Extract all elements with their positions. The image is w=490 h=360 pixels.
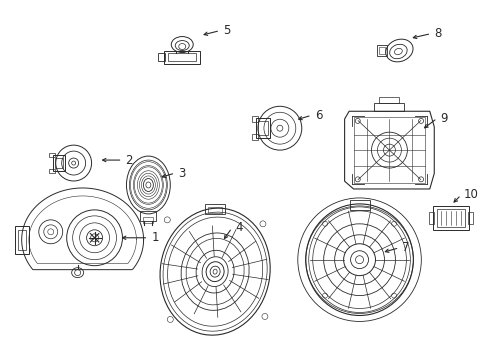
Bar [208, 207, 222, 213]
Bar [49, 169, 55, 173]
Text: 4: 4 [235, 221, 243, 234]
Text: 5: 5 [223, 24, 230, 37]
Bar [429, 212, 434, 224]
Bar [354, 117, 425, 183]
Bar [258, 121, 268, 135]
Bar [53, 155, 65, 171]
Text: 8: 8 [434, 27, 441, 40]
Bar [18, 230, 26, 250]
Bar [377, 45, 388, 57]
Bar [144, 217, 153, 223]
Bar [252, 116, 258, 122]
Bar [55, 158, 63, 168]
Text: 6: 6 [315, 109, 322, 122]
Bar [205, 204, 225, 214]
Text: 9: 9 [440, 112, 448, 125]
Text: 3: 3 [178, 167, 186, 180]
Bar [349, 200, 369, 210]
Text: 1: 1 [151, 231, 159, 244]
Bar [141, 211, 156, 221]
Bar [379, 97, 399, 103]
Bar [256, 118, 270, 138]
Bar [158, 54, 165, 62]
Text: 7: 7 [402, 241, 410, 254]
Bar [374, 103, 404, 111]
Bar [379, 46, 386, 54]
Bar [168, 54, 196, 62]
Bar [433, 206, 469, 230]
Bar [15, 226, 29, 254]
Bar [49, 153, 55, 157]
Bar [437, 209, 465, 227]
Bar [164, 50, 200, 64]
Text: 10: 10 [464, 188, 479, 202]
Text: 2: 2 [125, 154, 133, 167]
Bar [468, 212, 473, 224]
Bar [252, 134, 258, 140]
